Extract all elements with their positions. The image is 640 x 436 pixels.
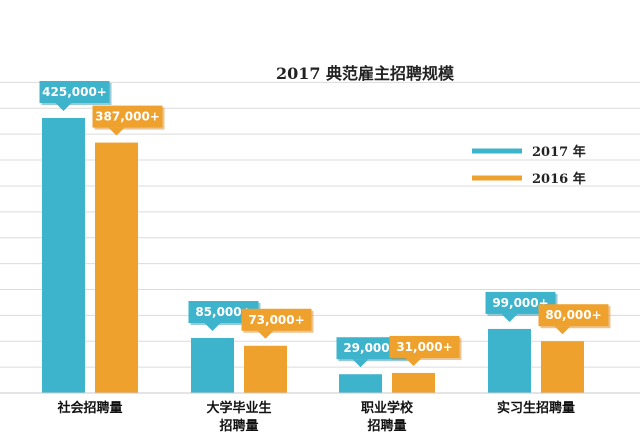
data-label-text: 31,000+	[396, 340, 452, 354]
data-label-2016-0: 387,000+	[92, 105, 165, 136]
legend-item-2016: 2016 年	[472, 171, 586, 187]
bar-2017-2	[339, 374, 382, 393]
data-label-text: 29,000+	[343, 341, 399, 355]
bars	[42, 118, 584, 393]
category-label-1: 大学毕业生	[206, 400, 271, 416]
category-label-3: 实习生招聘量	[497, 400, 575, 416]
chart-title: 2017 典范雇主招聘规模	[276, 64, 455, 83]
legend-item-2017: 2017 年	[472, 144, 586, 160]
category-label-2: 职业学校	[361, 400, 414, 416]
data-label-2016-1: 73,000+	[241, 308, 314, 339]
category-label-2: 招聘量	[367, 418, 406, 434]
bar-2016-3	[541, 341, 584, 393]
data-label-text: 425,000+	[42, 85, 107, 99]
legend: 2017 年 2016 年	[472, 144, 586, 187]
bar-2016-2	[392, 372, 435, 393]
bar-2017-3	[488, 328, 531, 393]
legend-label: 2016 年	[532, 171, 586, 187]
data-label-text: 387,000+	[95, 110, 160, 124]
bar-2017-1	[191, 338, 234, 393]
data-label-text: 85,000+	[195, 305, 251, 319]
data-label-text: 80,000+	[545, 308, 601, 322]
data-label-2017-0: 425,000+	[39, 81, 112, 111]
category-label-0: 社会招聘量	[56, 400, 122, 416]
bar-2016-1	[244, 345, 287, 393]
bar-2016-0	[95, 142, 138, 393]
bar-2017-0	[42, 118, 85, 393]
data-labels: 425,000+ 85,000+ 29,000+ 99,000+ 387,000+ 73,…	[39, 81, 611, 368]
data-label-text: 73,000+	[248, 313, 304, 327]
category-label-1: 招聘量	[219, 418, 258, 434]
legend-label: 2017 年	[532, 144, 586, 160]
data-label-2016-2: 31,000+	[389, 335, 462, 366]
data-label-text: 99,000+	[492, 296, 548, 310]
data-label-2016-3: 80,000+	[538, 304, 611, 335]
